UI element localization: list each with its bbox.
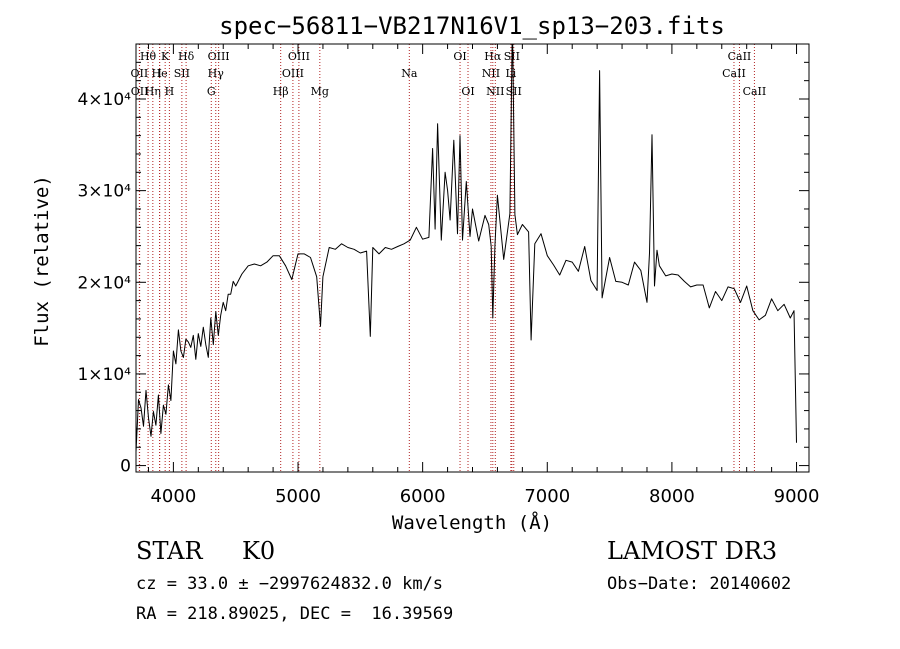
line-marker-label-12: G	[207, 85, 216, 98]
x-tick-label-5: 9000	[774, 486, 820, 507]
survey-name: LAMOST DR3	[607, 537, 778, 565]
line-marker-label-5: K	[161, 50, 170, 63]
line-marker-label-9: Hδ	[178, 50, 195, 63]
line-marker-label-20: Hα	[484, 50, 502, 63]
line-marker-label-2: OII	[131, 85, 149, 98]
line-marker-label-24: NII	[486, 85, 504, 98]
line-marker-label-4: Hη	[145, 85, 161, 98]
object-subclass: K0	[242, 537, 276, 565]
x-tick-label-2: 6000	[400, 486, 446, 507]
line-marker-label-16: Mg	[311, 85, 329, 98]
y-tick-label-0: 0	[120, 457, 131, 477]
line-marker-label-13: OIII	[288, 50, 310, 63]
line-marker-label-23: Li	[505, 67, 516, 80]
line-marker-label-17: Na	[401, 67, 418, 80]
coordinates: RA = 218.89025, DEC = 16.39569	[136, 604, 454, 624]
object-class: STAR	[136, 537, 203, 565]
line-marker-label-8: SII	[174, 67, 190, 80]
line-marker-label-14: OIII	[282, 67, 304, 80]
line-marker-label-22: NII	[482, 67, 500, 80]
x-axis-label: Wavelength (Å)	[392, 511, 552, 534]
line-marker-label-10: OIII	[208, 50, 230, 63]
plot-frame	[135, 43, 810, 473]
line-marker-label-15: Hβ	[273, 85, 289, 98]
y-tick-label-1: 1×10⁴	[77, 365, 131, 385]
obs-date: Obs−Date: 20140602	[607, 574, 792, 594]
redshift-line: cz = 33.0 ± −2997624832.0 km/s	[136, 574, 444, 594]
line-marker-label-27: CaII	[722, 67, 746, 80]
x-tick-label-3: 7000	[524, 486, 570, 507]
line-marker-label-28: CaII	[743, 85, 767, 98]
y-tick-label-2: 2×10⁴	[77, 273, 131, 293]
line-marker-label-1: OII	[131, 67, 149, 80]
chart-title: spec−56811−VB217N16V1_sp13−203.fits	[219, 12, 725, 40]
line-marker-label-19: OI	[461, 85, 474, 98]
y-tick-label-3: 3×10⁴	[77, 182, 131, 202]
line-marker-label-26: CaII	[728, 50, 752, 63]
line-marker-label-3: He	[152, 67, 168, 80]
line-marker-label-11: Hγ	[208, 67, 225, 80]
spectrum-line	[136, 44, 797, 452]
line-marker-label-18: OI	[453, 50, 466, 63]
x-tick-label-0: 4000	[150, 486, 196, 507]
line-marker-label-7: I	[157, 67, 161, 80]
line-marker-label-6: H	[165, 85, 175, 98]
x-tick-label-1: 5000	[275, 486, 321, 507]
y-axis-label: Flux (relative)	[31, 175, 53, 347]
x-tick-label-4: 8000	[649, 486, 695, 507]
line-marker-label-0: Hθ	[140, 50, 157, 63]
y-tick-label-4: 4×10⁴	[77, 90, 131, 110]
